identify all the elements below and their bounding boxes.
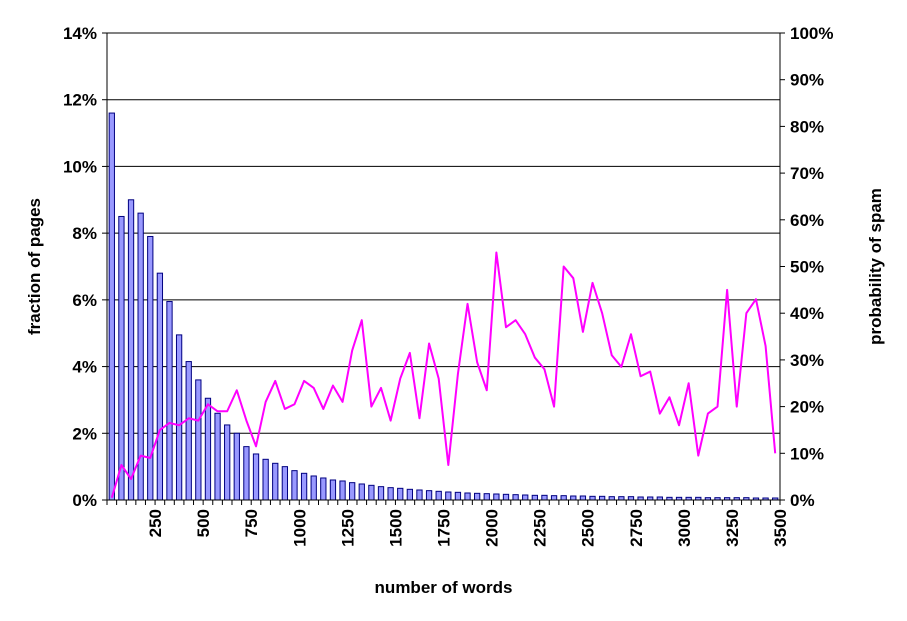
bar [493, 493, 500, 501]
axes [102, 32, 785, 505]
y-right-tick-label: 90% [790, 71, 824, 90]
line-series [110, 251, 777, 498]
y-right-tick-label: 40% [790, 304, 824, 323]
bar [339, 480, 346, 501]
bar [425, 490, 433, 501]
bar [377, 486, 385, 501]
x-tick-label: 3500 [771, 509, 790, 547]
bar [589, 495, 596, 501]
y-left-tick-label: 12% [63, 91, 97, 110]
bar [320, 477, 327, 501]
bar [435, 490, 442, 501]
bar [262, 458, 269, 501]
y-left-tick-label: 6% [72, 291, 97, 310]
y-right-tick-label: 80% [790, 117, 824, 136]
bar [147, 235, 154, 501]
x-tick-labels: 250 500 750 1000 1250 1500 1750 2000 2250 2500 275… [146, 509, 790, 547]
x-tick-label: 2750 [627, 509, 646, 547]
bar [541, 494, 548, 501]
x-tick-label: 3000 [675, 509, 694, 547]
y-right-tick-label: 20% [790, 398, 824, 417]
bar [195, 379, 202, 501]
bar [291, 470, 298, 501]
bar [310, 475, 317, 501]
x-tick-label: 250 [146, 509, 165, 537]
bar [252, 453, 260, 501]
y-right-tick-label: 70% [790, 164, 824, 183]
bar [406, 488, 413, 501]
bar [608, 496, 615, 501]
y-left-tick-labels: 0% 2% 4% 6% 8% 10% 12% 14% [63, 24, 97, 510]
bar [416, 489, 423, 501]
y-right-tick-label: 30% [790, 351, 824, 370]
x-axis-title: number of words [375, 578, 513, 597]
x-tick-label: 2000 [483, 509, 502, 547]
bar [445, 491, 452, 501]
x-tick-label: 500 [194, 509, 213, 537]
y-left-axis-title: fraction of pages [25, 198, 44, 335]
bar [224, 424, 231, 501]
bar [175, 334, 183, 501]
y-left-tick-label: 14% [63, 24, 97, 43]
y-left-tick-label: 0% [72, 491, 97, 510]
bar [550, 495, 558, 501]
y-left-tick-label: 2% [72, 424, 97, 443]
bar [512, 494, 519, 501]
bar [329, 479, 337, 501]
y-right-tick-label: 60% [790, 211, 824, 230]
x-tick-label: 1500 [386, 509, 405, 547]
bar [579, 495, 587, 501]
bar [531, 494, 538, 501]
bar [243, 446, 250, 501]
bar [627, 496, 635, 501]
bar [300, 472, 308, 501]
y-right-tick-label: 100% [790, 24, 833, 43]
bar [185, 361, 192, 501]
bar [118, 215, 125, 501]
bar [349, 482, 356, 501]
bar [618, 496, 625, 501]
bar [464, 492, 471, 501]
spam-probability-line [110, 251, 777, 498]
bar [502, 493, 510, 501]
y-right-tick-label: 10% [790, 444, 824, 463]
bar [522, 494, 529, 501]
x-tick-label: 750 [242, 509, 261, 537]
bar [368, 484, 375, 501]
x-tick-label: 1750 [435, 509, 454, 547]
bar [483, 493, 490, 501]
bar-series [108, 112, 779, 501]
bar [454, 491, 462, 501]
bar [127, 199, 135, 501]
bar [204, 397, 212, 501]
y-left-tick-label: 10% [63, 157, 97, 176]
y-right-tick-labels: 0% 10% 20% 30% 40% 50% 60% 70% 80% 90% 100% [790, 24, 833, 510]
y-right-tick-label: 0% [790, 491, 815, 510]
x-tick-label: 3250 [723, 509, 742, 547]
bar [598, 495, 606, 501]
bar [387, 487, 394, 501]
y-left-tick-label: 4% [72, 358, 97, 377]
bar [397, 487, 404, 501]
bar [358, 483, 365, 501]
y-right-tick-label: 50% [790, 258, 824, 277]
y-left-tick-label: 8% [72, 224, 97, 243]
x-tick-label: 1000 [290, 509, 309, 547]
bar [570, 495, 577, 501]
bar [560, 495, 567, 501]
bar [108, 112, 115, 501]
bar [214, 412, 221, 501]
bar [233, 432, 240, 501]
x-tick-label: 1250 [338, 509, 357, 547]
bar [281, 466, 289, 501]
bar [166, 301, 173, 501]
bar [474, 492, 481, 501]
x-tick-label: 2500 [579, 509, 598, 547]
y-right-axis-title: probability of spam [866, 188, 885, 345]
x-tick-label: 2250 [531, 509, 550, 547]
bar [156, 272, 164, 501]
bar [272, 462, 279, 501]
